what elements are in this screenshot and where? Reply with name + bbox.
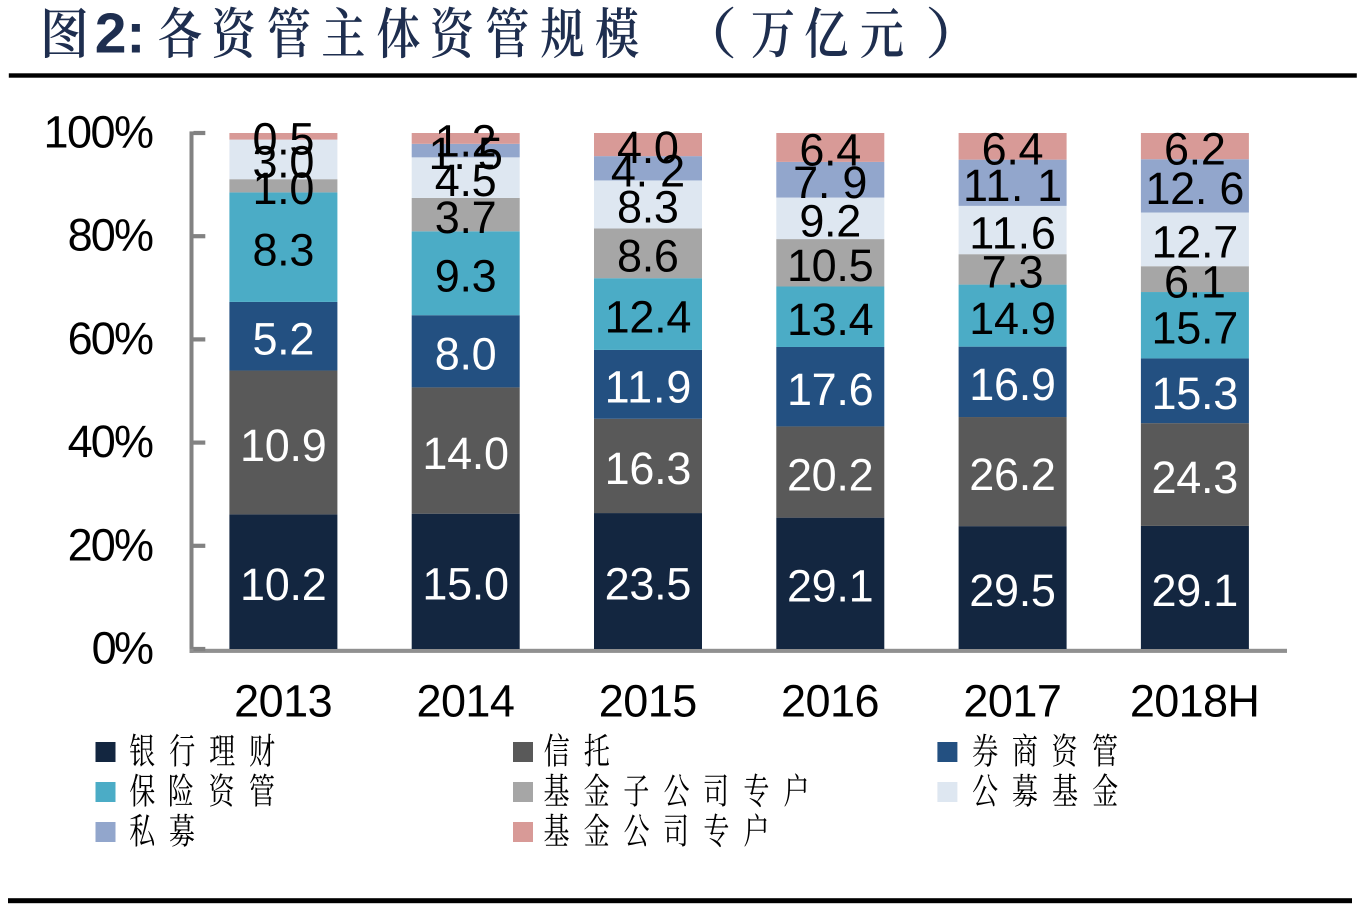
svg-text:11. 1: 11. 1	[963, 160, 1062, 211]
svg-text:23.5: 23.5	[605, 558, 692, 609]
svg-text:14.0: 14.0	[422, 428, 509, 479]
svg-text:2017: 2017	[963, 675, 1062, 726]
svg-text:17.6: 17.6	[787, 364, 874, 415]
svg-text:29.5: 29.5	[969, 565, 1056, 616]
svg-text:29.1: 29.1	[787, 561, 874, 612]
svg-text:16.9: 16.9	[969, 359, 1056, 410]
svg-text:12.7: 12.7	[1152, 217, 1239, 268]
svg-text:7. 9: 7. 9	[793, 157, 867, 208]
svg-text:6.4: 6.4	[799, 125, 861, 176]
svg-text:1.2: 1.2	[435, 116, 497, 167]
svg-text:11.6: 11.6	[969, 207, 1056, 258]
svg-text:40%: 40%	[68, 416, 154, 467]
svg-text:6.2: 6.2	[1164, 123, 1226, 174]
svg-text:16.3: 16.3	[605, 443, 692, 494]
svg-text:10.2: 10.2	[240, 559, 327, 610]
svg-text:8.6: 8.6	[617, 231, 679, 282]
svg-text:100%: 100%	[44, 107, 155, 158]
svg-text:2016: 2016	[781, 675, 880, 726]
svg-text:5.2: 5.2	[252, 314, 314, 365]
svg-text:9.3: 9.3	[435, 251, 497, 302]
svg-text:29.1: 29.1	[1152, 565, 1239, 616]
svg-text:0%: 0%	[92, 623, 154, 674]
svg-text:4. 2: 4. 2	[611, 146, 685, 197]
svg-text:2015: 2015	[599, 675, 698, 726]
svg-text:12.4: 12.4	[605, 291, 692, 342]
svg-text:15.0: 15.0	[422, 559, 509, 610]
svg-text:2018H: 2018H	[1130, 675, 1260, 726]
svg-text:10.9: 10.9	[240, 420, 327, 471]
svg-text:80%: 80%	[68, 210, 154, 261]
svg-text:20.2: 20.2	[787, 449, 874, 500]
svg-text:20%: 20%	[68, 519, 154, 570]
svg-text:3.7: 3.7	[435, 192, 497, 243]
svg-text:2:: 2:	[95, 1, 146, 65]
svg-text:7.3: 7.3	[982, 247, 1044, 298]
svg-text:60%: 60%	[68, 313, 154, 364]
svg-text:8.3: 8.3	[252, 225, 314, 276]
svg-text:12. 6: 12. 6	[1145, 163, 1244, 214]
svg-text:1.0: 1.0	[252, 163, 314, 214]
svg-text:1. 5: 1. 5	[429, 128, 503, 179]
svg-text:9.2: 9.2	[799, 196, 861, 247]
svg-text:15.7: 15.7	[1152, 303, 1239, 354]
svg-text:2013: 2013	[234, 675, 333, 726]
svg-text:4.5: 4.5	[435, 155, 497, 206]
svg-text:10.5: 10.5	[787, 240, 874, 291]
svg-text:3.0: 3.0	[252, 137, 314, 188]
svg-text:8.0: 8.0	[435, 329, 497, 380]
svg-text:6.4: 6.4	[982, 124, 1044, 175]
svg-text:24.3: 24.3	[1152, 452, 1239, 503]
svg-text:6.1: 6.1	[1164, 256, 1226, 307]
svg-text:4.0: 4.0	[617, 122, 679, 173]
svg-text:2014: 2014	[416, 675, 515, 726]
svg-text:26.2: 26.2	[969, 449, 1056, 500]
svg-text:13.4: 13.4	[787, 294, 874, 345]
svg-text:8.3: 8.3	[617, 182, 679, 233]
svg-text:14.9: 14.9	[969, 293, 1056, 344]
svg-text:0.5: 0.5	[252, 114, 314, 165]
svg-text:15.3: 15.3	[1152, 368, 1239, 419]
svg-text:11.9: 11.9	[605, 362, 692, 413]
